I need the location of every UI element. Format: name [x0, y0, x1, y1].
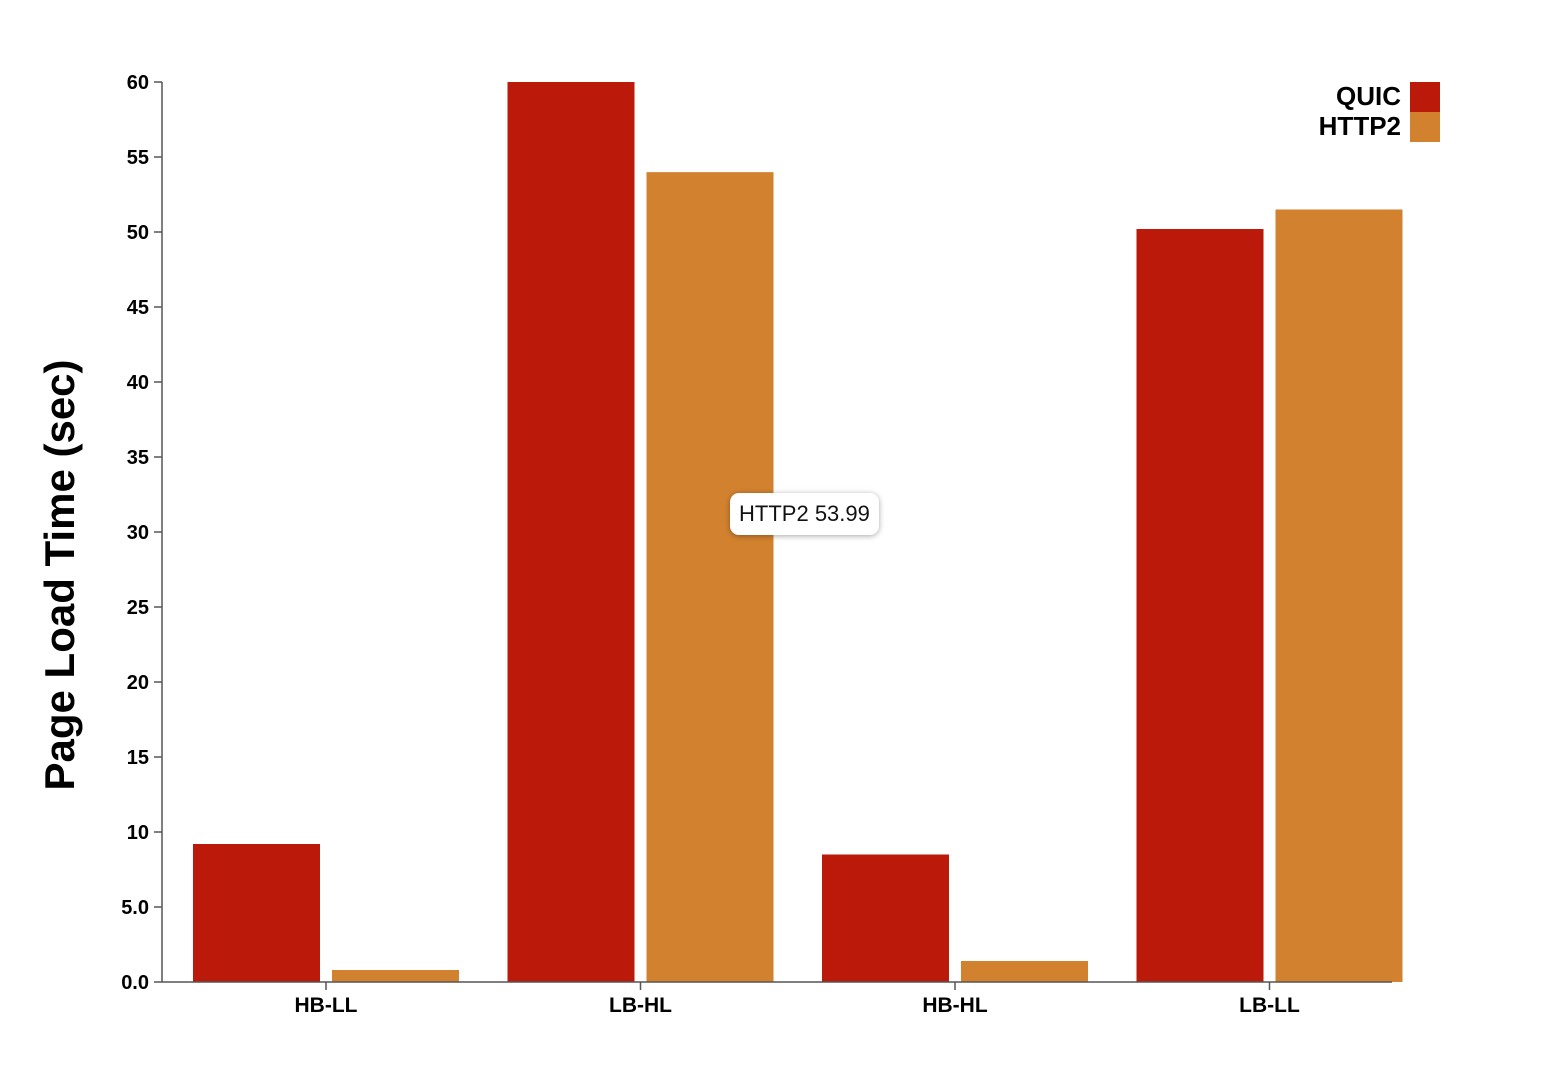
- bar-quic-lb-ll[interactable]: [1136, 229, 1264, 982]
- y-tick-label: 15: [127, 747, 149, 769]
- y-axis-label: Page Load Time (sec): [36, 359, 83, 790]
- bar-http2-hb-hl[interactable]: [961, 961, 1088, 982]
- y-tick-label: 5.0: [121, 897, 149, 919]
- y-tick-label: 50: [127, 222, 149, 244]
- bars: [193, 82, 1403, 982]
- legend-label-http2: HTTP2: [1319, 111, 1401, 141]
- y-axis: 0.0 5.0 10 15 20 25 30 35 40 45 50 55 60: [121, 72, 163, 994]
- bar-http2-hb-ll[interactable]: [332, 970, 459, 982]
- y-tick-label: 35: [127, 447, 149, 469]
- y-tick-label: 0.0: [121, 972, 149, 994]
- x-tick-label: LB-HL: [609, 994, 672, 1017]
- bar-quic-hb-hl[interactable]: [822, 854, 949, 983]
- y-tick-label: 60: [127, 72, 149, 94]
- tooltip-series: HTTP2: [739, 501, 809, 526]
- x-tick-label: LB-LL: [1239, 994, 1300, 1017]
- y-tick-label: 20: [127, 672, 149, 694]
- tooltip-value: 53.99: [814, 501, 870, 526]
- bar-tooltip: HTTP2 53.99: [730, 493, 879, 535]
- y-tick-label: 45: [127, 297, 149, 319]
- legend-label-quic: QUIC: [1336, 81, 1401, 111]
- y-tick-label: 25: [127, 597, 149, 619]
- x-axis: HB-LL LB-HL HB-HL LB-LL: [162, 981, 1392, 1017]
- bar-http2-lb-ll[interactable]: [1275, 209, 1403, 983]
- legend-swatch-http2: [1410, 112, 1440, 142]
- bar-quic-hb-ll[interactable]: [193, 844, 320, 982]
- x-tick-label: HB-LL: [295, 994, 358, 1017]
- y-tick-label: 55: [127, 147, 149, 169]
- x-tick-label: HB-HL: [922, 994, 987, 1017]
- y-tick-label: 10: [127, 822, 149, 844]
- y-tick-label: 40: [127, 372, 149, 394]
- bar-quic-lb-hl[interactable]: [507, 82, 635, 982]
- bar-http2-lb-hl[interactable]: [646, 172, 774, 982]
- legend-swatch-quic: [1410, 82, 1440, 112]
- y-tick-label: 30: [127, 522, 149, 544]
